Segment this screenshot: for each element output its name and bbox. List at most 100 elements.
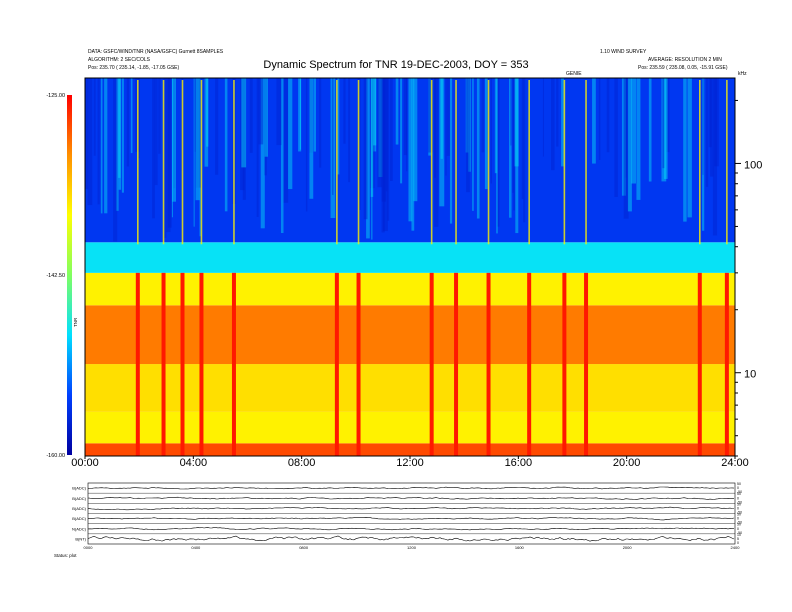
spectrum-texture-60: [167, 78, 172, 228]
spectrum-band-6: [85, 78, 735, 243]
spectrum-texture-125: [337, 78, 340, 175]
spectrum-texture-3: [512, 78, 514, 193]
spectrum-burst-streak-9: [487, 80, 490, 245]
spectrum-texture-13: [173, 78, 176, 189]
spectrum-texture-6: [163, 78, 167, 238]
stack-row-1-tick-1: 0: [737, 496, 739, 500]
spectrum-texture-48: [118, 78, 122, 190]
bottom-stack-panel: B(ADC)500-50B(ADC)500-50B(ADC)500-50B(AD…: [54, 482, 742, 558]
stack-x-tick-5: 2000: [623, 545, 633, 550]
spectrum-texture-73: [330, 78, 336, 219]
spectrum-texture-105: [712, 78, 718, 236]
stack-series-line-4: [87, 527, 735, 531]
spectrum-burst-0: [135, 272, 140, 456]
spectrum-burst-streak-6: [357, 80, 360, 245]
stack-row-2-tick-1: 0: [737, 506, 739, 510]
spectrum-texture-93: [158, 78, 161, 154]
spectrum-texture-31: [126, 78, 130, 167]
spectrum-burst-streak-2: [181, 80, 184, 245]
spectrum-texture-74: [377, 78, 382, 188]
x-tick-label-4: 16:00: [505, 457, 533, 469]
spectrum-texture-61: [433, 78, 437, 178]
spectrum-texture-51: [708, 78, 712, 148]
spectrum-texture-91: [428, 78, 434, 153]
spectrum-texture-28: [194, 78, 196, 152]
spectrum-texture-139: [496, 78, 498, 234]
stack-row-2-tick-0: 50: [737, 502, 741, 506]
spectrum-texture-122: [413, 78, 418, 202]
spectrum-texture-34: [395, 78, 399, 145]
spectrum-texture-126: [702, 78, 704, 175]
spectrum-texture-118: [249, 78, 253, 153]
spectrum-texture-129: [449, 78, 453, 224]
stack-row-5-tick-2: 0: [737, 541, 739, 545]
spectrum-texture-49: [513, 78, 515, 211]
spectrum-band-1: [85, 411, 735, 444]
spectrum-burst-streak-14: [726, 80, 728, 245]
stack-row-4-tick-2: -50: [737, 531, 742, 535]
spectrum-texture-47: [411, 78, 415, 231]
spectrum-burst-1: [161, 272, 166, 456]
spectrum-band-5: [85, 242, 735, 273]
stack-row-0-tick-0: 50: [737, 482, 741, 486]
stack-row-0-tick-1: 0: [737, 486, 739, 490]
spectrum-texture-86: [97, 78, 100, 205]
colorbar-tick-0: -125.00: [46, 93, 65, 99]
spectrum-texture-67: [683, 78, 687, 222]
spectrum-texture-23: [465, 78, 469, 153]
spectrum-burst-2: [180, 272, 185, 456]
spectrum-texture-85: [636, 78, 641, 200]
stack-series-line-5: [87, 535, 735, 542]
spectrum-texture-104: [363, 78, 368, 220]
stack-row-label-3: B(ADC): [72, 516, 86, 521]
spectrum-texture-20: [445, 78, 447, 176]
stack-series-line-3: [87, 517, 735, 521]
spectrum-texture-54: [624, 78, 627, 178]
stack-row-2-tick-2: -50: [737, 511, 742, 515]
spectrum-texture-14: [115, 78, 119, 211]
stack-series-line-0: [87, 486, 735, 490]
spectrum-texture-18: [260, 78, 265, 229]
colorbar: -125.00 -142.50 -160.00 TNR: [46, 93, 78, 459]
frequency-unit-label: kHz: [738, 71, 747, 77]
spectrum-texture-100: [152, 78, 155, 219]
spectrum-texture-89: [93, 78, 96, 156]
stack-row-label-2: B(ADC): [72, 506, 86, 511]
spectrum-texture-65: [172, 78, 177, 202]
spectrum-texture-110: [332, 78, 334, 195]
spectrum-burst-4: [231, 272, 236, 456]
colorbar-label: TNR: [73, 317, 78, 327]
spectrum-texture-107: [648, 78, 652, 182]
stack-x-tick-6: 2400: [731, 545, 741, 550]
spectrum-texture-15: [705, 78, 709, 187]
stack-x-tick-4: 1600: [515, 545, 525, 550]
spectrum-texture-39: [370, 78, 374, 197]
spectrum-texture-27: [514, 78, 519, 167]
spectrum-texture-119: [104, 78, 108, 214]
spectrum-texture-0: [403, 78, 408, 156]
spectrum-burst-10: [527, 272, 532, 456]
spectrum-texture-36: [551, 78, 555, 171]
stack-row-4-tick-1: 0: [737, 527, 739, 531]
spectrum-texture-94: [288, 78, 293, 190]
spectrum-texture-52: [204, 78, 209, 167]
spectrum-texture-79: [242, 78, 246, 200]
spectrum-texture-123: [714, 78, 719, 167]
stack-x-tick-0: 0000: [84, 545, 94, 550]
spectrum-texture-40: [428, 78, 431, 156]
stack-row-3-tick-0: 50: [737, 513, 741, 517]
spectrum-texture-24: [381, 78, 387, 202]
stack-footer-label: Status: plot: [54, 553, 77, 558]
spectrum-texture-95: [663, 78, 668, 179]
x-tick-label-2: 08:00: [288, 457, 316, 469]
spectrum-texture-136: [130, 78, 133, 154]
spectrum-texture-135: [305, 78, 308, 212]
spectrum-burst-13: [697, 272, 702, 456]
spectrum-texture-56: [400, 78, 403, 184]
spectrum-texture-66: [264, 78, 267, 176]
x-tick-label-1: 04:00: [180, 457, 208, 469]
stack-x-tick-3: 1200: [407, 545, 417, 550]
stack-row-4-tick-0: 50: [737, 523, 741, 527]
time-axis: 00:00 04:00 08:00 12:00 16:00 20:00 24:00: [71, 456, 749, 469]
